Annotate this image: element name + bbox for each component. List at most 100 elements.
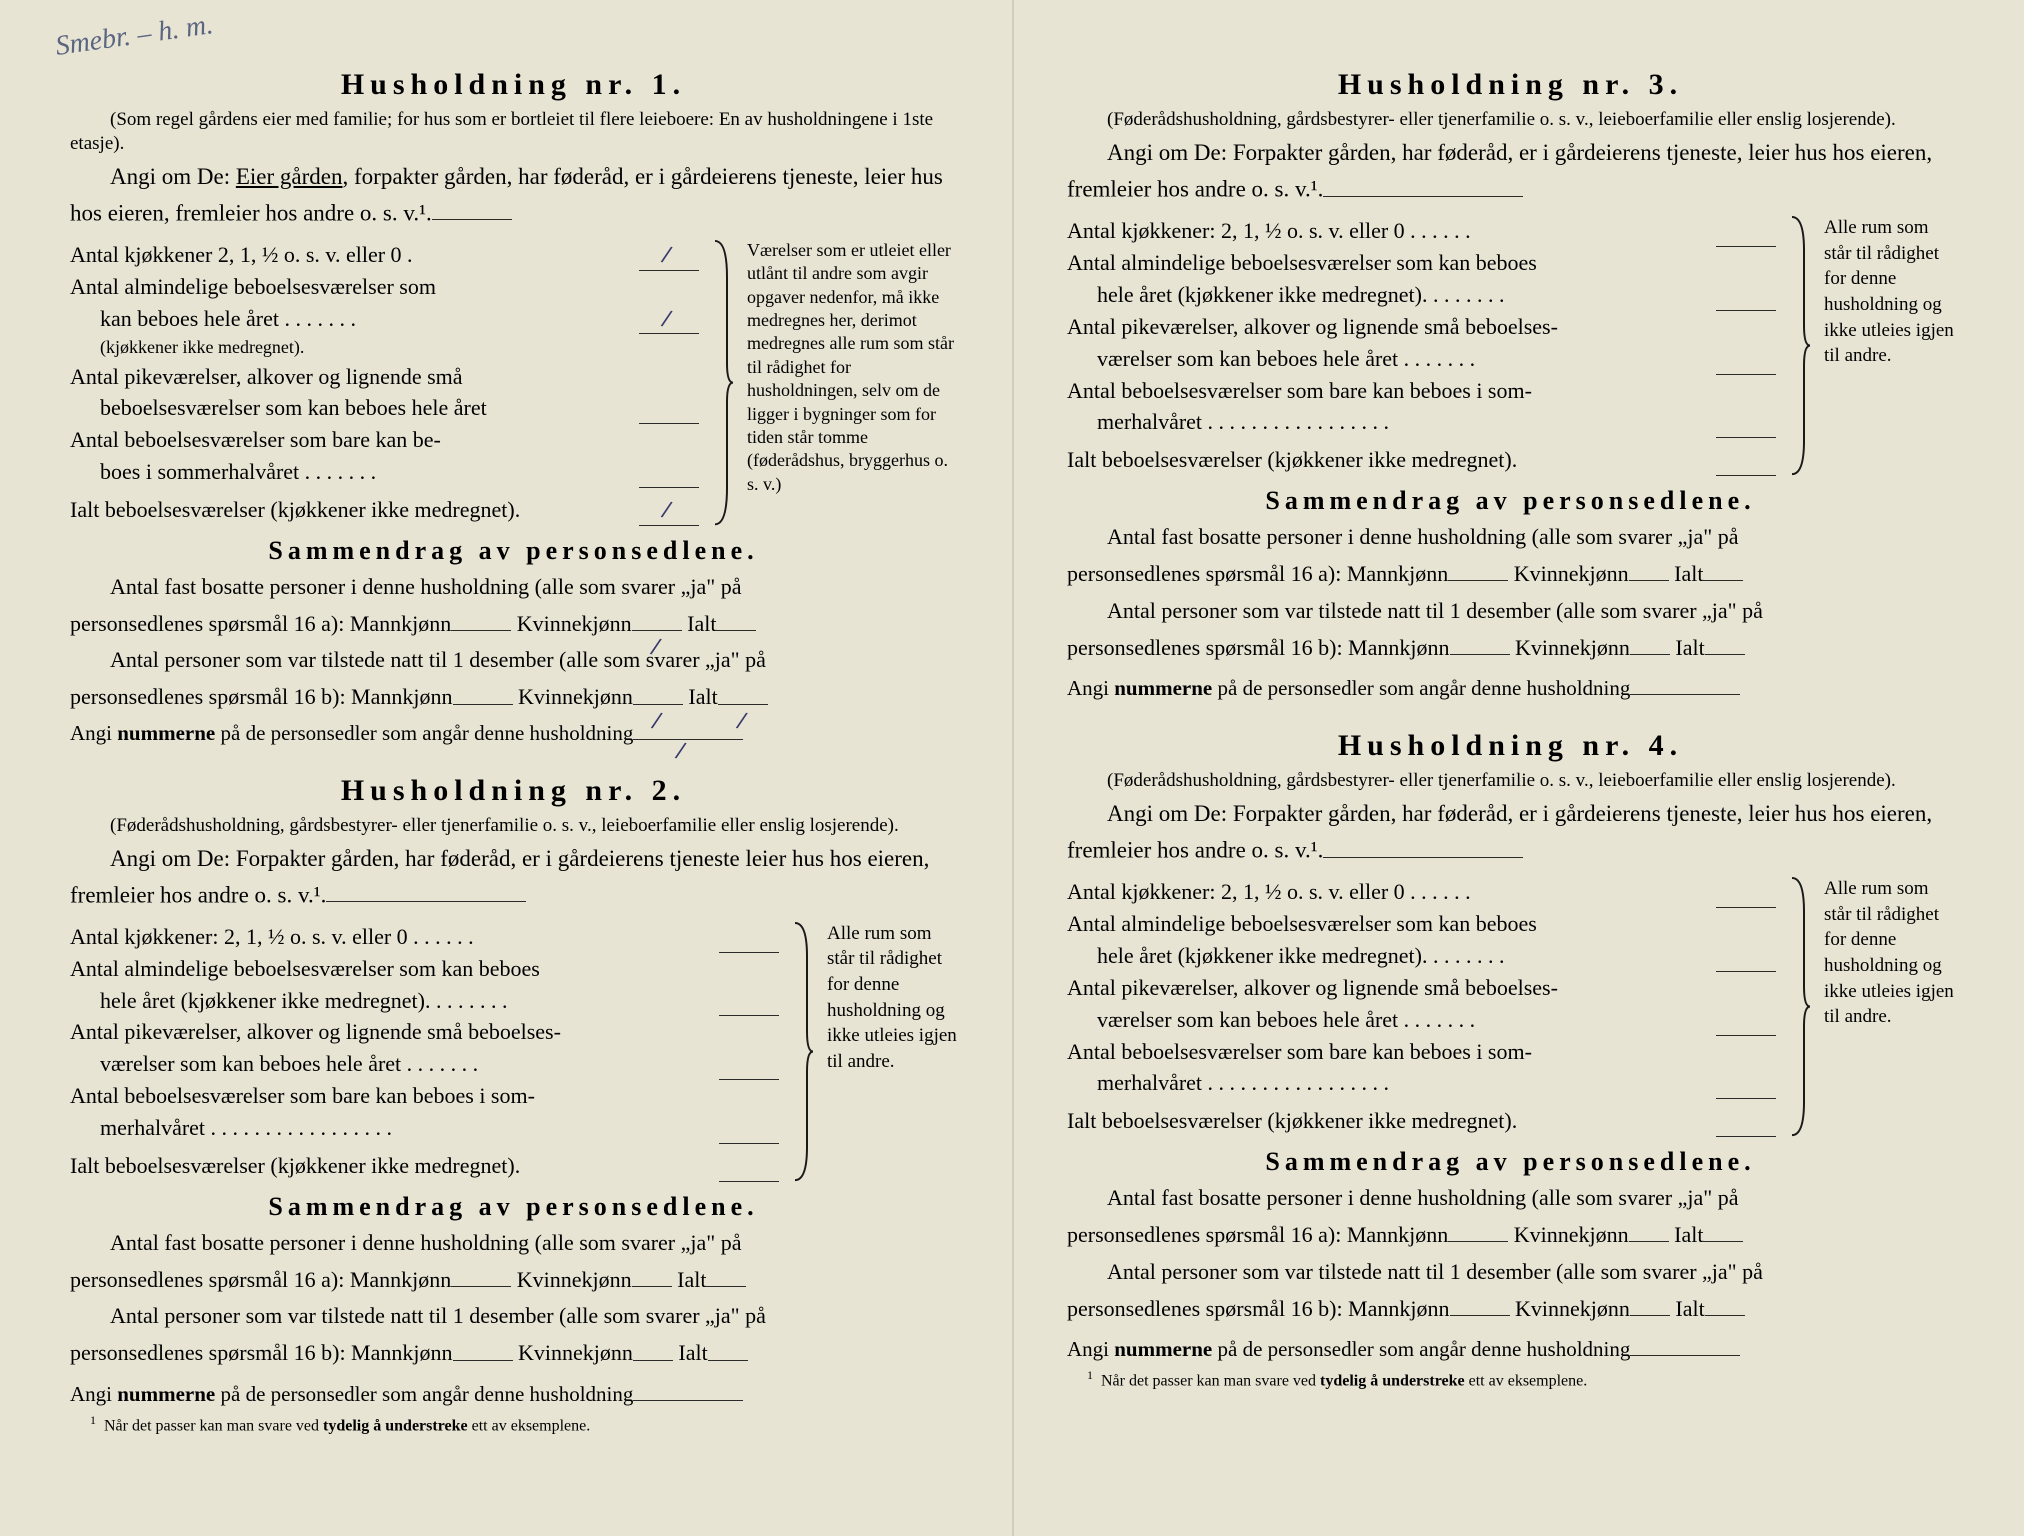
angi-line-3: Angi nummerne på de personsedler som ang… [1067, 671, 1954, 701]
f[interactable] [1703, 1217, 1743, 1242]
summary-title-1: Sammendrag av personsedlene. [70, 536, 957, 566]
rooms-ay-2: kan beboes hele året . . . . . . . [100, 303, 639, 335]
angi-blank[interactable] [326, 876, 526, 902]
sum3-16b-2: personsedlenes spørsmål 16 b): Mannkjønn… [1067, 630, 1954, 665]
f[interactable] [1716, 940, 1776, 972]
f[interactable] [1716, 1067, 1776, 1099]
f[interactable] [1629, 556, 1669, 581]
f[interactable] [1705, 630, 1745, 655]
ay2-2: hele året (kjøkkener ikke medregnet). . … [100, 985, 713, 1017]
ay2-fill[interactable] [719, 985, 779, 1017]
f[interactable] [633, 1335, 673, 1360]
household-2-rooms: Antal kjøkkener: 2, 1, ½ o. s. v. eller … [70, 921, 957, 1182]
angi-blank-3[interactable] [1323, 170, 1523, 196]
s2ib: Ialt [678, 1341, 707, 1366]
household-3-angi: Angi om De: Forpakter gården, har føderå… [1067, 136, 1954, 207]
summary-title-4: Sammendrag av personsedlene. [1067, 1147, 1954, 1177]
tot3: Ialt beboelsesværelser (kjøkkener ikke m… [1067, 444, 1710, 476]
f[interactable] [706, 1262, 746, 1287]
rooms-list-3: Antal kjøkkener: 2, 1, ½ o. s. v. eller … [1067, 215, 1776, 476]
f[interactable] [1630, 671, 1740, 695]
f[interactable] [453, 1335, 513, 1360]
household-2-angi: Angi om De: Forpakter gården, har føderå… [70, 842, 957, 913]
su2-2: merhalvåret . . . . . . . . . . . . . . … [100, 1112, 713, 1144]
household-1-subtitle: (Som regel gårdens eier med familie; for… [70, 108, 957, 156]
f[interactable] [1630, 1291, 1670, 1316]
sm2-fill[interactable] [719, 1048, 779, 1080]
angi-blank-4[interactable] [1323, 831, 1523, 857]
blank-fill[interactable] [432, 194, 512, 220]
angi-fill-2[interactable] [633, 1377, 743, 1401]
ialt-fill[interactable] [716, 606, 756, 631]
sum-16a-2: personsedlenes spørsmål 16 a): Mannkjønn… [70, 606, 957, 641]
angi-prefix: Angi om De: [110, 164, 236, 189]
household-4-rooms: Antal kjøkkener: 2, 1, ½ o. s. v. eller … [1067, 876, 1954, 1137]
sum4-16b-1: Antal personer som var tilstede natt til… [1067, 1255, 1954, 1289]
rooms-note: (kjøkkener ikke medregnet). [100, 334, 304, 360]
rooms-sm-1: Antal pikeværelser, alkover og lignende … [70, 361, 699, 393]
f[interactable] [1630, 1332, 1740, 1356]
kitchens-fill[interactable] [639, 239, 699, 271]
kvinne-fill-b[interactable] [633, 704, 683, 705]
s2i: Ialt [677, 1267, 706, 1292]
s4b: personsedlenes spørsmål 16 b): Mannkjønn [1067, 1296, 1450, 1321]
f[interactable] [1716, 279, 1776, 311]
household-4-title: Husholdning nr. 4. [1067, 729, 1954, 763]
su4-2: merhalvåret . . . . . . . . . . . . . . … [1097, 1067, 1710, 1099]
f[interactable] [1716, 406, 1776, 438]
sum4-16a-1: Antal fast bosatte personer i denne hush… [1067, 1181, 1954, 1215]
ialt-label-b: Ialt [688, 685, 717, 710]
k2-fill[interactable] [719, 921, 779, 953]
f[interactable] [1703, 556, 1743, 581]
f[interactable] [1630, 630, 1670, 655]
mann-fill[interactable] [451, 606, 511, 631]
rooms-ay-fill[interactable] [639, 303, 699, 335]
left-page: Husholdning nr. 1. (Som regel gårdens ei… [0, 0, 1012, 1536]
angi-fill[interactable] [633, 739, 743, 740]
sum-16b-label: personsedlenes spørsmål 16 b): Mannkjønn [70, 685, 453, 710]
s2kb: Kvinnekjønn [518, 1341, 633, 1366]
f[interactable] [1629, 1217, 1669, 1242]
footnote-right: 1 Når det passer kan man svare ved tydel… [1067, 1368, 1954, 1390]
brace-icon-2 [791, 921, 815, 1182]
sum2-16a-1: Antal fast bosatte personer i denne hush… [70, 1226, 957, 1260]
f[interactable] [1716, 876, 1776, 908]
su2-fill[interactable] [719, 1112, 779, 1144]
s4k: Kvinnekjønn [1514, 1222, 1629, 1247]
household-2: Husholdning nr. 2. (Føderådshusholdning,… [70, 774, 957, 1435]
f[interactable] [1448, 556, 1508, 581]
f[interactable] [1716, 343, 1776, 375]
s4kb: Kvinnekjønn [1515, 1296, 1630, 1321]
f[interactable] [708, 1335, 748, 1360]
ialt-fill-b[interactable] [718, 704, 768, 705]
rooms-sm-fill[interactable] [639, 392, 699, 424]
tot2-fill[interactable] [719, 1150, 779, 1182]
mann-fill-b[interactable] [453, 679, 513, 704]
household-2-title: Husholdning nr. 2. [70, 774, 957, 808]
f[interactable] [1450, 1291, 1510, 1316]
s3i: Ialt [1674, 561, 1703, 586]
kvinne-fill[interactable] [632, 630, 682, 631]
ay3-2: hele året (kjøkkener ikke medregnet). . … [1097, 279, 1710, 311]
household-1-sidenote: Værelser som er utleiet eller utlånt til… [747, 239, 957, 526]
rooms-su-2: boes i sommerhalvåret . . . . . . . [100, 456, 633, 488]
f[interactable] [1716, 1105, 1776, 1137]
su4-1: Antal beboelsesværelser som bare kan beb… [1067, 1036, 1776, 1068]
f[interactable] [1448, 1217, 1508, 1242]
k3: Antal kjøkkener: 2, 1, ½ o. s. v. eller … [1067, 215, 1710, 247]
f[interactable] [1716, 444, 1776, 476]
su3-2: merhalvåret . . . . . . . . . . . . . . … [1097, 406, 1710, 438]
f[interactable] [451, 1262, 511, 1287]
summary-title-2: Sammendrag av personsedlene. [70, 1192, 957, 1222]
sum3-16a-2: personsedlenes spørsmål 16 a): Mannkjønn… [1067, 556, 1954, 591]
rooms-su-fill[interactable] [639, 456, 699, 488]
f[interactable] [1716, 215, 1776, 247]
f[interactable] [632, 1262, 672, 1287]
tot2: Ialt beboelsesværelser (kjøkkener ikke m… [70, 1150, 713, 1182]
f[interactable] [1716, 1004, 1776, 1036]
household-1-title: Husholdning nr. 1. [70, 68, 957, 102]
tot4: Ialt beboelsesværelser (kjøkkener ikke m… [1067, 1105, 1710, 1137]
f[interactable] [1450, 630, 1510, 655]
f[interactable] [1705, 1291, 1745, 1316]
rooms-total-fill[interactable] [639, 494, 699, 526]
